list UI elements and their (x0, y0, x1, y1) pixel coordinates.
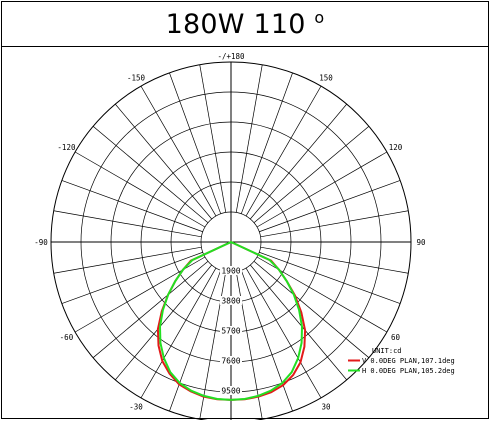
legend-entry: H 0.0DEG PLAN,105.2deg (362, 367, 455, 375)
polar-candela-chart: -/+1801501209060300-30-60-90-120-150 190… (34, 52, 455, 425)
ring-label-bg (220, 386, 242, 395)
angle-label: -60 (60, 333, 74, 342)
ring-labels: 1900 3800 5700 7600 9500 (220, 266, 242, 396)
grid-spoke (259, 251, 401, 304)
grid-spoke (199, 64, 227, 213)
grid-spoke (115, 103, 212, 220)
curves (156, 241, 307, 401)
angle-labels: -/+1801501209060300-30-60-90-120-150 (34, 52, 426, 425)
angle-label: 90 (416, 238, 426, 247)
grid-spoke (250, 264, 347, 381)
grid-spoke (61, 251, 203, 304)
chart-title-text: 180W 110 (165, 9, 306, 40)
angle-label: -90 (34, 238, 48, 247)
angle-label: -30 (129, 403, 143, 412)
chart-title: 180W 110 o (166, 8, 325, 40)
angle-label: 120 (389, 143, 403, 152)
grid-spoke (92, 126, 209, 223)
grid-spoke (256, 151, 388, 228)
grid-spoke (245, 85, 322, 217)
grid-spoke (53, 246, 202, 274)
legend: UNIT:cd V 0.0DEG PLAN,107.1deg H 0.0DEG PL… (348, 347, 455, 375)
grid-spoke (260, 246, 409, 274)
grid-spoke (92, 261, 209, 358)
grid-spoke (74, 151, 206, 228)
ring-label-bg (220, 296, 242, 305)
legend-unit: UNIT:cd (372, 347, 402, 355)
title-row: 180W 110 o (2, 2, 488, 47)
ring-label: 5700 (221, 327, 240, 336)
grid-spoke (140, 267, 217, 399)
angle-label: 150 (319, 73, 333, 82)
grid-spoke (53, 210, 202, 238)
angle-label: -/+180 (217, 52, 245, 61)
ring-label: 3800 (221, 297, 240, 306)
grid-spoke (235, 64, 263, 213)
grid-spoke (259, 180, 401, 233)
ring-label-bg (220, 356, 242, 365)
grid-spoke (240, 72, 293, 214)
ring-label-bg (220, 326, 242, 335)
angle-label: 30 (321, 403, 331, 412)
grid-spoke (240, 270, 293, 412)
ring-label: 9500 (221, 387, 240, 396)
ring-label: 7600 (221, 357, 240, 366)
grid-spoke (260, 210, 409, 238)
grid-spoke (140, 85, 217, 217)
ring-label: 1900 (221, 267, 240, 276)
angle-label: -150 (127, 73, 146, 82)
grid-spoke (115, 264, 212, 381)
grid-spoke (250, 103, 347, 220)
ring-label-bg (220, 266, 242, 275)
grid-spoke (169, 72, 222, 214)
degree-symbol: o (314, 8, 325, 27)
grid-spoke (61, 180, 203, 233)
legend-entry: V 0.0DEG PLAN,107.1deg (362, 357, 455, 365)
angle-label: -120 (57, 143, 76, 152)
grid-spoke (245, 267, 322, 399)
grid-spoke (253, 126, 370, 223)
polar-chart-area: -/+1801501209060300-30-60-90-120-150 190… (2, 47, 488, 425)
grid-spoke (169, 270, 222, 412)
grid-spoke (253, 261, 370, 358)
series-curve-h-plane (159, 241, 303, 401)
angle-label: 60 (391, 333, 401, 342)
